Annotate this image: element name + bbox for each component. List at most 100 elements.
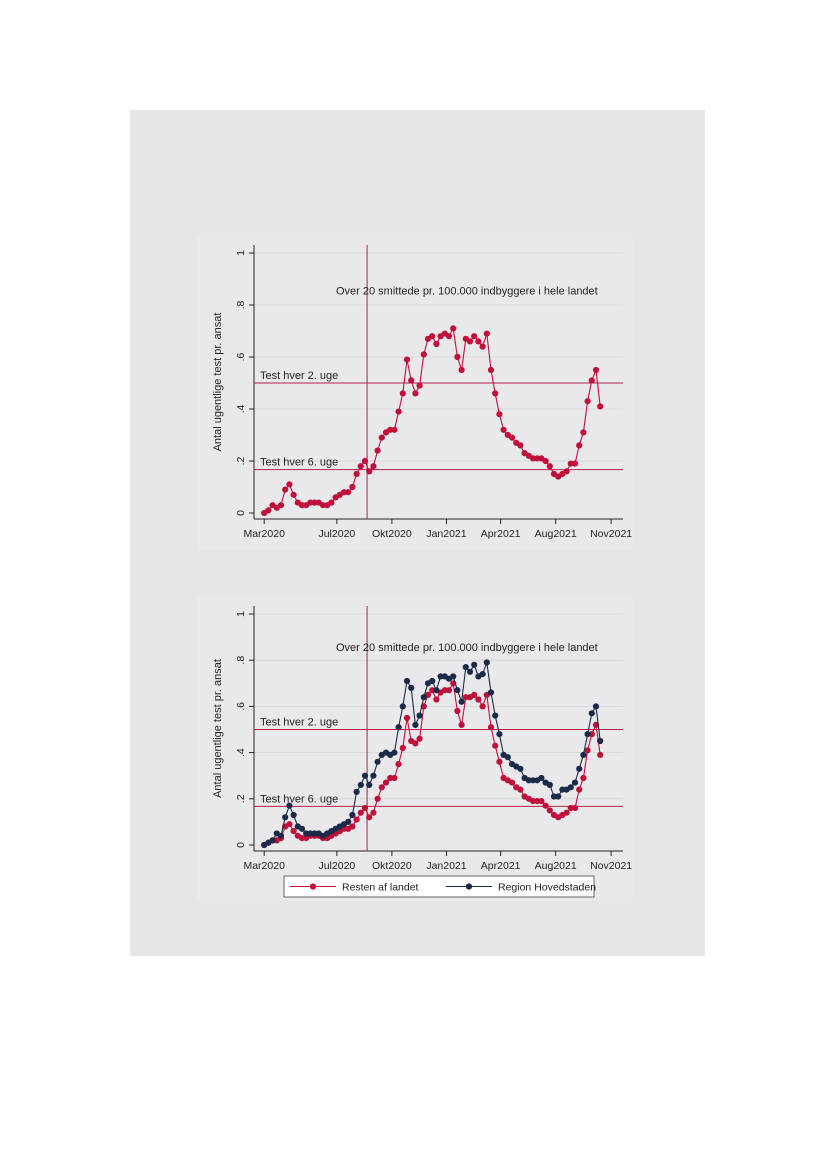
data-point xyxy=(580,429,587,436)
data-point xyxy=(408,684,415,692)
legend-marker xyxy=(309,883,317,890)
data-point xyxy=(378,434,385,441)
annotation-threshold: Over 20 smittede pr. 100.000 indbyggere … xyxy=(336,286,598,298)
data-point xyxy=(433,696,440,703)
data-point xyxy=(542,802,549,809)
data-point xyxy=(479,671,486,678)
data-point xyxy=(361,804,369,812)
data-point xyxy=(538,774,545,782)
data-point xyxy=(282,814,289,821)
data-point xyxy=(395,724,402,731)
data-point xyxy=(445,687,453,694)
x-tick-label: Apr2021 xyxy=(481,860,521,872)
y-tick-label: 1 xyxy=(235,250,247,256)
data-point xyxy=(345,818,352,826)
annotation-test-2-weeks: Test hver 2. uge xyxy=(260,370,338,382)
data-point xyxy=(366,781,373,789)
data-point xyxy=(408,377,415,384)
data-point xyxy=(597,751,604,759)
data-point xyxy=(466,668,474,675)
data-point xyxy=(454,707,461,715)
data-point xyxy=(357,809,364,816)
data-point xyxy=(454,353,461,361)
x-tick-label: Mar2020 xyxy=(243,528,285,540)
data-point xyxy=(471,691,478,699)
data-point xyxy=(479,343,486,350)
data-point xyxy=(416,382,423,389)
data-point xyxy=(483,659,490,666)
annotation-test-2-weeks: Test hver 2. uge xyxy=(260,717,338,729)
data-point xyxy=(416,712,423,719)
data-point xyxy=(576,442,583,449)
data-point xyxy=(592,366,600,374)
data-point xyxy=(584,731,591,738)
data-point xyxy=(395,408,402,415)
data-point xyxy=(420,351,427,358)
data-point xyxy=(349,811,356,819)
data-point xyxy=(429,333,436,340)
data-point xyxy=(286,481,293,488)
data-point xyxy=(328,499,335,506)
data-point xyxy=(361,457,369,465)
data-point xyxy=(357,463,364,470)
data-point xyxy=(433,340,440,348)
data-point xyxy=(487,724,495,731)
x-tick-label: Aug2021 xyxy=(535,860,577,872)
data-point xyxy=(580,774,587,782)
x-tick-label: Nov2021 xyxy=(590,860,632,872)
data-point xyxy=(450,673,457,680)
data-point xyxy=(508,779,516,786)
data-point xyxy=(366,468,373,475)
data-point xyxy=(391,774,398,782)
y-tick-label: 0 xyxy=(235,510,247,516)
data-point xyxy=(370,463,377,470)
data-point xyxy=(487,689,495,696)
y-tick-label: 1 xyxy=(235,611,247,617)
chart-2: 0 .2 .4 .6 .8 1 Antal ugentlige test pr. ansat… xyxy=(197,596,633,901)
data-point xyxy=(353,788,360,796)
data-point xyxy=(508,434,516,441)
data-point xyxy=(399,390,406,397)
data-point xyxy=(588,377,595,384)
x-tick-label: Nov2021 xyxy=(590,528,632,540)
data-point xyxy=(483,330,490,337)
data-point xyxy=(475,338,482,345)
annotation-threshold: Over 20 smittede pr. 100.000 indbyggere … xyxy=(336,642,598,654)
x-tick-label: Apr2021 xyxy=(481,528,521,540)
y-tick-label: .4 xyxy=(235,404,247,413)
data-point xyxy=(361,772,369,779)
data-point xyxy=(370,809,377,816)
data-point xyxy=(403,714,411,722)
data-point xyxy=(458,366,465,374)
data-point xyxy=(420,694,427,701)
legend-box xyxy=(283,875,595,898)
data-point xyxy=(496,758,503,765)
y-tick-label: 0 xyxy=(235,842,247,848)
data-point xyxy=(567,784,574,791)
data-point xyxy=(471,661,478,668)
data-point xyxy=(492,742,499,749)
data-point xyxy=(433,687,440,694)
data-point xyxy=(374,447,381,454)
data-point xyxy=(357,781,364,789)
data-point xyxy=(416,735,423,742)
data-point xyxy=(504,754,511,761)
y-axis-title: Antal ugentlige test pr. ansat xyxy=(212,313,224,452)
data-point xyxy=(580,751,587,759)
chart-background xyxy=(197,596,633,901)
y-tick-label: .8 xyxy=(235,300,247,309)
data-point xyxy=(500,426,507,433)
legend-marker xyxy=(465,883,473,890)
data-point xyxy=(349,483,356,491)
data-point xyxy=(412,740,419,747)
data-point xyxy=(429,677,436,685)
data-point xyxy=(475,696,482,703)
data-point xyxy=(584,747,591,754)
data-point xyxy=(546,463,553,470)
legend-label: Resten af landet xyxy=(342,882,419,894)
data-point xyxy=(471,333,478,340)
data-point xyxy=(366,814,373,821)
data-point xyxy=(462,664,469,671)
legend-label: Region Hovedstaden xyxy=(498,882,596,894)
